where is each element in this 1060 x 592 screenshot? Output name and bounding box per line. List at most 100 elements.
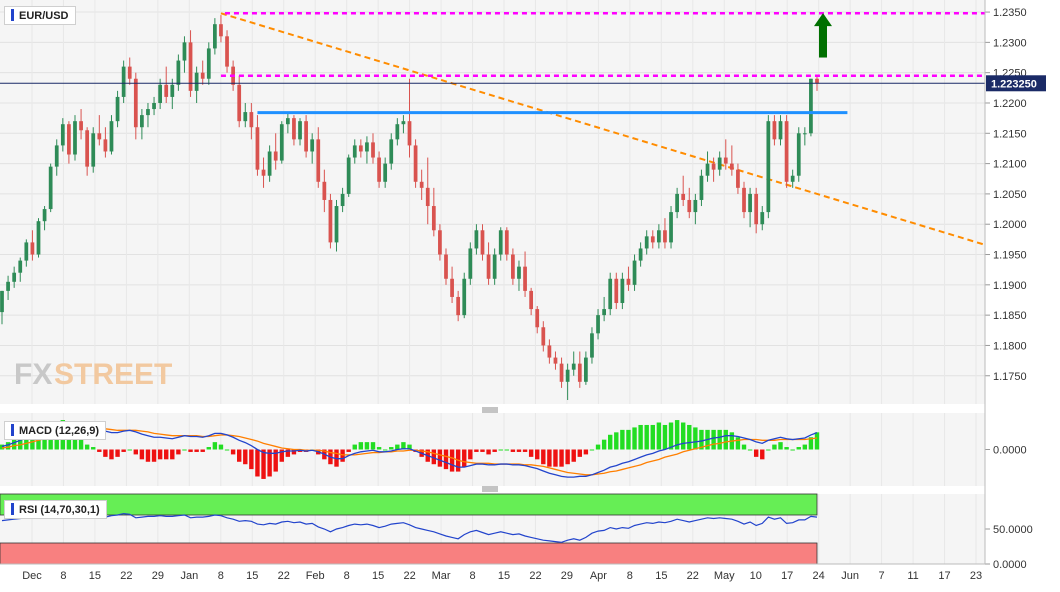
macd-histogram-bar [784, 447, 789, 450]
macd-histogram-bar [437, 449, 443, 467]
macd-histogram-bar [522, 449, 528, 452]
candle-body [389, 139, 394, 164]
macd-histogram-bar [486, 449, 491, 455]
price-tick-label: 1.2050 [993, 189, 1027, 201]
macd-histogram-bar [687, 424, 692, 450]
candle-body [401, 121, 406, 125]
svg-text:FX: FX [14, 358, 52, 391]
macd-histogram-bar [656, 422, 662, 450]
macd-histogram-bar [182, 449, 187, 451]
candle-body [358, 145, 363, 152]
candle-body [206, 48, 211, 79]
candle-body [377, 157, 381, 182]
macd-histogram-bar [200, 449, 205, 452]
macd-histogram-bar [370, 442, 376, 450]
rsi-text: RSI (14,70,30,1) [19, 504, 100, 516]
macd-histogram-bar [498, 449, 503, 451]
macd-histogram-bar [735, 437, 741, 450]
macd-histogram-bar [237, 449, 242, 462]
candle-body [638, 248, 643, 261]
candle-body [474, 230, 479, 249]
candle-body [729, 163, 734, 170]
macd-histogram-bar [24, 432, 29, 450]
time-tick-label: Jun [841, 570, 859, 582]
candle-body [590, 333, 594, 358]
price-tick-label: 1.1950 [993, 250, 1027, 262]
candle-body [109, 121, 114, 152]
candle-body [18, 260, 23, 273]
macd-histogram-bar [273, 449, 278, 472]
candle-body [140, 115, 144, 128]
candle-body [723, 157, 728, 164]
candle-body [736, 169, 740, 188]
candle-body [267, 151, 272, 176]
macd-histogram-bar [358, 442, 364, 450]
time-tick-label: 22 [120, 570, 132, 582]
candle-body [796, 133, 801, 176]
candle-body [97, 133, 102, 140]
time-tick-label: 22 [278, 570, 290, 582]
macd-histogram-bar [711, 429, 716, 450]
rsi-oversold-zone [0, 542, 818, 565]
candle-body [383, 163, 388, 182]
macd-histogram-bar [11, 439, 17, 450]
candle-body [0, 290, 4, 313]
candle-body [529, 290, 534, 310]
macd-histogram-bar [547, 449, 552, 467]
macd-line [1, 422, 818, 478]
candle-body [352, 145, 357, 158]
macd-histogram-bar [249, 449, 254, 470]
macd-histogram-bar [626, 429, 631, 450]
macd-histogram-bar [608, 434, 613, 450]
candle-body [498, 230, 503, 255]
candle-body [511, 254, 515, 279]
fxstreet-watermark: FX STREET [14, 358, 172, 391]
macd-histogram-bar [151, 449, 157, 462]
candle-body [103, 139, 108, 152]
candle-body [626, 278, 631, 285]
macd-histogram-bar [553, 449, 558, 467]
candle-body [553, 357, 558, 364]
time-tick-label: 17 [938, 570, 950, 582]
macd-histogram-bar [18, 434, 23, 450]
macd-histogram-bar [778, 442, 783, 450]
macd-histogram-bar [620, 429, 625, 450]
candle-body [194, 72, 199, 91]
candle-body [176, 60, 181, 85]
macd-histogram-bar [285, 449, 291, 457]
time-tick-label: 15 [89, 570, 101, 582]
macd-histogram-bar [127, 449, 132, 451]
rsi-color-marker [11, 503, 14, 515]
price-tick-label: 1.1800 [993, 340, 1027, 352]
candle-body [279, 124, 284, 161]
macd-histogram-bar [340, 449, 345, 462]
candle-body [656, 230, 661, 243]
price-tick-label: 1.2000 [993, 219, 1027, 231]
candle-body [67, 124, 71, 155]
candle-body [693, 199, 698, 213]
macd-histogram-bar [224, 449, 230, 451]
macd-histogram-bar [601, 439, 607, 450]
descending-trendline [220, 12, 986, 246]
panel-resize-handle[interactable] [482, 486, 498, 492]
time-tick-label: 17 [781, 570, 793, 582]
candle-body [127, 66, 132, 79]
candle-body [30, 242, 35, 255]
macd-histogram-bar [188, 449, 193, 452]
candle-body [675, 193, 679, 213]
macd-histogram-bar [291, 449, 297, 455]
macd-histogram-bar [753, 449, 759, 457]
panel-resize-handle[interactable] [482, 407, 498, 413]
candle-body [754, 193, 759, 225]
time-tick-label: 15 [655, 570, 667, 582]
candle-body [273, 151, 278, 161]
macd-color-marker [11, 424, 14, 436]
candle-body [504, 230, 509, 255]
candle-body [328, 199, 333, 243]
candle-body [784, 121, 789, 182]
macd-text: MACD (12,26,9) [19, 425, 100, 437]
macd-histogram-bar [164, 449, 169, 460]
candles [0, 15, 819, 400]
candle-body [809, 78, 813, 134]
candle-body [419, 181, 424, 188]
